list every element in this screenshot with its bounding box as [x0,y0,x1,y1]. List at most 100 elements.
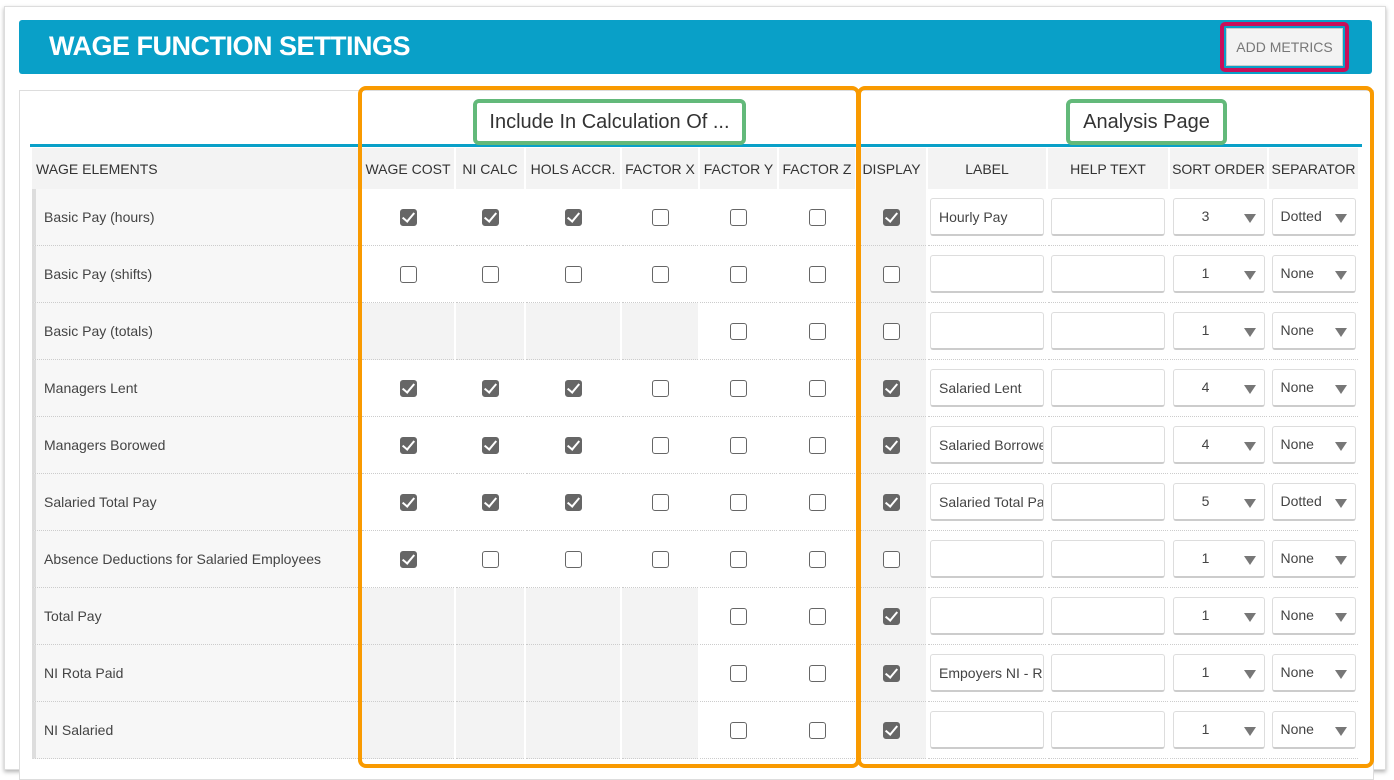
factor-x-checkbox[interactable] [651,208,669,226]
factor-y-checkbox[interactable] [730,436,747,454]
ni-calc-checkbox[interactable] [481,379,499,397]
factor-y-checkbox[interactable] [730,208,747,226]
hols-accr-checkbox[interactable] [564,265,582,283]
factor-x-checkbox[interactable] [651,265,669,283]
factor-z-checkbox[interactable] [808,721,826,739]
help-text-input[interactable] [1051,483,1165,521]
wage-cost-cell [362,246,454,303]
factor-z-checkbox[interactable] [808,322,826,340]
sort-order-select[interactable]: 4 [1172,426,1265,464]
separator-select[interactable]: None [1271,312,1356,350]
separator-select[interactable]: None [1271,255,1356,293]
separator-select[interactable]: None [1271,654,1356,692]
wage-cost-checkbox[interactable] [399,265,417,283]
ni-calc-checkbox[interactable] [481,265,499,283]
column-header: HOLS ACCR. [526,148,620,189]
display-checkbox[interactable] [883,721,900,739]
include-group-heading: Include In Calculation Of ... [473,99,746,145]
label-input[interactable] [930,255,1044,293]
display-checkbox[interactable] [883,550,900,568]
factor-z-checkbox[interactable] [808,550,826,568]
wage-cost-cell [362,474,454,531]
separator-select[interactable]: None [1271,597,1356,635]
label-input[interactable]: Salaried Lent [930,369,1044,407]
label-input[interactable]: Hourly Pay [930,198,1044,236]
factor-z-checkbox[interactable] [808,379,826,397]
label-input[interactable]: Empoyers NI - Rota [930,654,1044,692]
help-text-input[interactable] [1051,255,1165,293]
add-metrics-button[interactable]: ADD METRICS [1220,22,1349,72]
display-checkbox[interactable] [883,322,900,340]
ni-calc-checkbox[interactable] [481,493,499,511]
ni-calc-checkbox[interactable] [481,208,499,226]
display-checkbox[interactable] [883,493,900,511]
factor-z-checkbox[interactable] [808,664,826,682]
label-input[interactable] [930,711,1044,749]
help-text-input[interactable] [1051,312,1165,350]
wage-cost-checkbox[interactable] [399,550,417,568]
help-text-input[interactable] [1051,426,1165,464]
factor-x-checkbox[interactable] [651,379,669,397]
hols-accr-cell [526,303,620,360]
wage-cost-checkbox[interactable] [399,379,417,397]
factor-z-checkbox[interactable] [808,436,826,454]
hols-accr-checkbox[interactable] [564,436,582,454]
factor-y-checkbox[interactable] [730,265,747,283]
wage-cost-checkbox[interactable] [399,493,417,511]
separator-select[interactable]: None [1271,711,1356,749]
display-checkbox[interactable] [883,208,900,226]
label-input[interactable] [930,312,1044,350]
hols-accr-checkbox[interactable] [564,379,582,397]
sort-order-select[interactable]: 5 [1172,483,1265,521]
hols-accr-checkbox[interactable] [564,493,582,511]
display-checkbox[interactable] [883,265,900,283]
label-input[interactable]: Salaried Total Pay [930,483,1044,521]
display-checkbox[interactable] [883,379,900,397]
separator-select[interactable]: Dotted [1271,198,1356,236]
sort-order-select[interactable]: 1 [1172,312,1265,350]
ni-calc-checkbox[interactable] [481,436,499,454]
help-text-input[interactable] [1051,711,1165,749]
factor-y-checkbox[interactable] [730,322,747,340]
ni-calc-checkbox[interactable] [481,550,499,568]
wage-cost-checkbox[interactable] [399,208,417,226]
separator-select[interactable]: None [1271,426,1356,464]
help-text-input[interactable] [1051,540,1165,578]
display-checkbox[interactable] [883,664,900,682]
label-input[interactable] [930,540,1044,578]
factor-y-checkbox[interactable] [730,721,747,739]
factor-z-checkbox[interactable] [808,607,826,625]
help-text-input[interactable] [1051,654,1165,692]
sort-order-select[interactable]: 1 [1172,711,1265,749]
separator-select[interactable]: Dotted [1271,483,1356,521]
sort-order-select[interactable]: 3 [1172,198,1265,236]
hols-accr-checkbox[interactable] [564,208,582,226]
factor-y-checkbox[interactable] [730,379,747,397]
factor-z-checkbox[interactable] [808,265,826,283]
help-text-input[interactable] [1051,198,1165,236]
sort-order-select[interactable]: 4 [1172,369,1265,407]
factor-x-checkbox[interactable] [651,550,669,568]
sort-order-select[interactable]: 1 [1172,597,1265,635]
help-text-input[interactable] [1051,597,1165,635]
factor-y-checkbox[interactable] [730,493,747,511]
sort-order-select[interactable]: 1 [1172,540,1265,578]
display-checkbox[interactable] [883,436,900,454]
factor-z-checkbox[interactable] [808,208,826,226]
wage-cost-checkbox[interactable] [399,436,417,454]
factor-x-checkbox[interactable] [651,493,669,511]
label-input[interactable] [930,597,1044,635]
factor-z-checkbox[interactable] [808,493,826,511]
factor-y-checkbox[interactable] [730,550,747,568]
help-text-input[interactable] [1051,369,1165,407]
label-input[interactable]: Salaried Borrowed [930,426,1044,464]
factor-y-checkbox[interactable] [730,664,747,682]
display-checkbox[interactable] [883,607,900,625]
separator-select[interactable]: None [1271,540,1356,578]
sort-order-select[interactable]: 1 [1172,255,1265,293]
factor-y-checkbox[interactable] [730,607,747,625]
factor-x-checkbox[interactable] [651,436,669,454]
hols-accr-checkbox[interactable] [564,550,582,568]
separator-select[interactable]: None [1271,369,1356,407]
sort-order-select[interactable]: 1 [1172,654,1265,692]
